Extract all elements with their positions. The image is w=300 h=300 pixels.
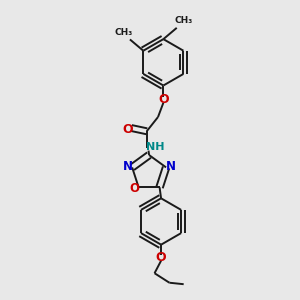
Text: N: N — [122, 160, 132, 173]
Text: CH₃: CH₃ — [114, 28, 133, 37]
Text: NH: NH — [146, 142, 164, 152]
Text: O: O — [130, 182, 140, 195]
Text: O: O — [158, 93, 169, 106]
Text: O: O — [156, 251, 167, 264]
Text: O: O — [122, 123, 133, 136]
Text: N: N — [166, 160, 176, 173]
Text: CH₃: CH₃ — [174, 16, 192, 26]
